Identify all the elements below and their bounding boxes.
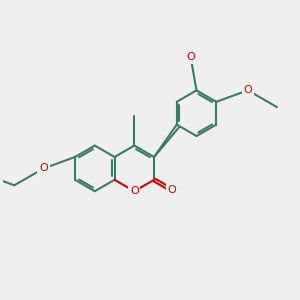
Text: O: O bbox=[130, 186, 139, 196]
Text: O: O bbox=[167, 185, 176, 195]
Text: O: O bbox=[186, 52, 195, 62]
Text: O: O bbox=[39, 164, 48, 173]
Text: O: O bbox=[244, 85, 252, 95]
